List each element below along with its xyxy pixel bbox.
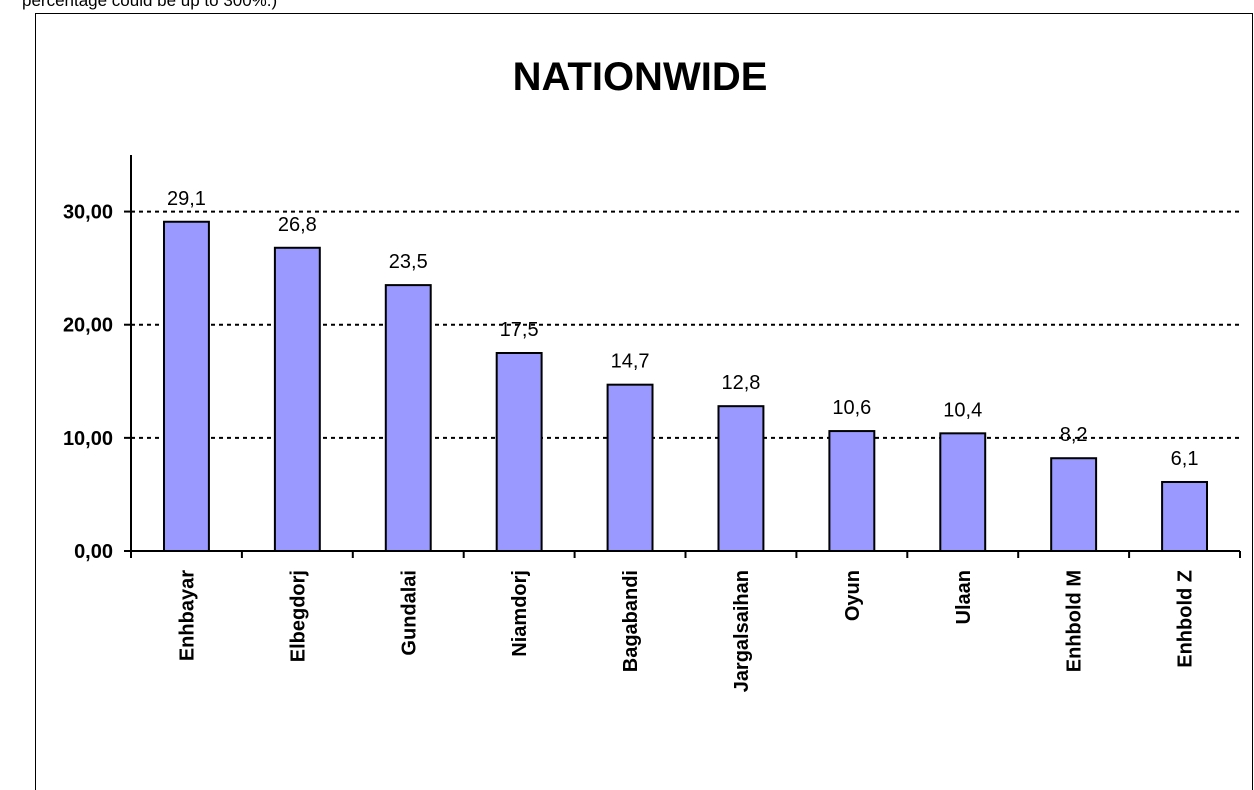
chart-frame xyxy=(35,13,1253,790)
top-note: percentage could be up to 300%.) xyxy=(22,0,278,10)
data-label: 29,1 xyxy=(167,188,206,210)
data-label: 12,8 xyxy=(721,372,760,394)
x-tick-label: Elbegdorj xyxy=(287,570,309,662)
bar xyxy=(939,432,987,552)
data-label: 10,6 xyxy=(832,397,871,419)
bars-layer xyxy=(162,220,1209,553)
bar xyxy=(384,284,432,552)
y-tick-label: 30,00 xyxy=(63,202,113,224)
y-tick-label: 0,00 xyxy=(74,541,113,563)
x-tick-label: Enhbold Z xyxy=(1175,570,1197,668)
data-label: 26,8 xyxy=(278,214,317,236)
x-tick-label: Ulaan xyxy=(953,570,975,624)
x-tick-label: Oyun xyxy=(842,570,864,621)
bar xyxy=(717,405,765,553)
axes-layer xyxy=(124,155,1241,558)
chart-title: NATIONWIDE xyxy=(513,55,768,99)
bar xyxy=(495,352,543,552)
bar xyxy=(828,430,876,552)
data-label: 17,5 xyxy=(500,319,539,341)
data-label: 8,2 xyxy=(1060,424,1088,446)
x-tick-label: Jargalsaihan xyxy=(731,570,753,692)
y-tick-label: 10,00 xyxy=(63,428,113,450)
data-label: 6,1 xyxy=(1171,448,1199,470)
x-tick-label: Niamdorj xyxy=(509,570,531,657)
bar xyxy=(162,220,210,553)
x-tick-label: Bagabandi xyxy=(620,570,642,672)
labels-layer: 0,00 10,00 20,00 30,00 29,1 Enhbayar 26,8 Elbeg… xyxy=(63,188,1199,693)
bar xyxy=(1161,480,1209,552)
x-tick-label: Gundalai xyxy=(398,570,420,656)
bar xyxy=(273,246,321,553)
y-tick-label: 20,00 xyxy=(63,315,113,337)
data-label: 23,5 xyxy=(389,251,428,273)
bar xyxy=(1050,457,1098,553)
x-tick-label: Enhbayar xyxy=(176,570,198,661)
bar xyxy=(606,383,654,552)
x-tick-label: Enhbold M xyxy=(1064,570,1086,672)
data-label: 14,7 xyxy=(611,351,650,373)
data-label: 10,4 xyxy=(943,399,982,421)
